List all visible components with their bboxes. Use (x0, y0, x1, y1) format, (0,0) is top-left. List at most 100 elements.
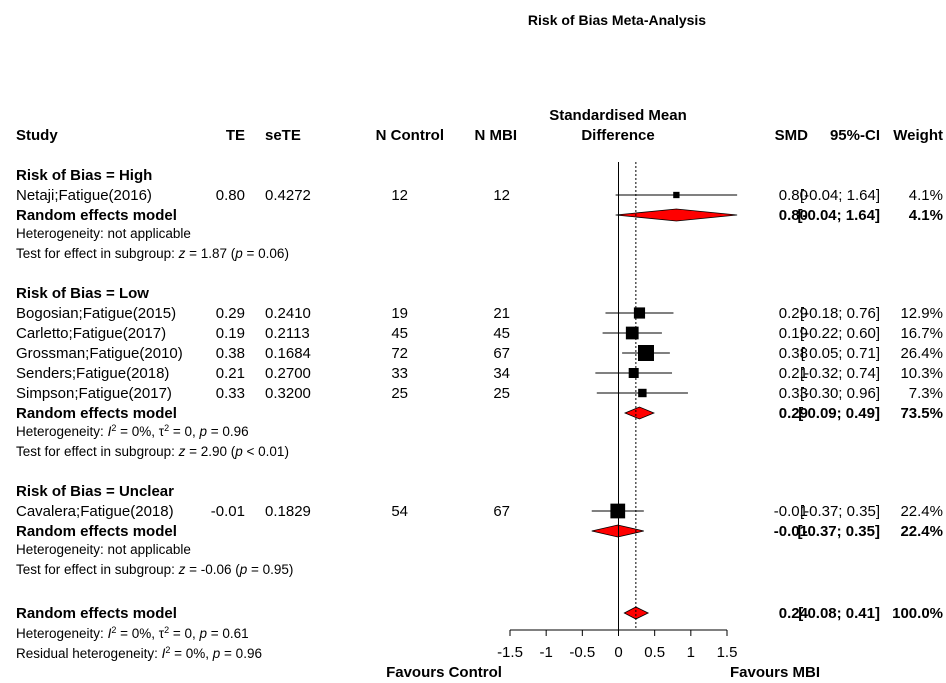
residual-heterogeneity-text: Residual heterogeneity: I2 = 0%, p = 0.9… (16, 645, 262, 661)
study-n-mbi: 25 (493, 385, 510, 402)
subgroup-test-text: Test for effect in subgroup: z = 1.87 (p… (16, 246, 289, 261)
header-sete: seTE (265, 127, 301, 144)
pooled-diamond (615, 208, 738, 222)
study-weight: 16.7% (900, 325, 943, 342)
study-n-mbi: 67 (493, 503, 510, 520)
study-square (633, 307, 646, 319)
x-tick-label: 1 (687, 644, 695, 661)
study-smd: 0.33 (779, 385, 808, 402)
overall-smd: 0.24 (779, 605, 809, 622)
study-smd: -0.01 (774, 503, 808, 520)
header-smd: SMD (775, 127, 809, 144)
study-n-control: 19 (391, 305, 408, 322)
pooled-label: Random effects model (16, 405, 177, 422)
study-smd: 0.19 (779, 325, 808, 342)
study-smd: 0.29 (779, 305, 808, 322)
header-study: Study (16, 127, 58, 144)
study-name: Netaji;Fatigue(2016) (16, 187, 152, 204)
study-sete: 0.3200 (265, 385, 311, 402)
study-n-control: 33 (391, 365, 408, 382)
pooled-ci: [ 0.09; 0.49] (798, 405, 880, 422)
study-square (625, 326, 639, 340)
heterogeneity-text: Heterogeneity: I2 = 0%, τ2 = 0, p = 0.96 (16, 423, 249, 439)
x-tick-label: -1 (539, 644, 552, 661)
pooled-diamond (591, 524, 644, 538)
header-n-mbi: N MBI (475, 127, 518, 144)
study-square (628, 368, 639, 378)
study-square (673, 191, 680, 199)
study-n-mbi: 45 (493, 325, 510, 342)
study-ci: [-0.04; 1.64] (800, 187, 880, 204)
study-square (638, 388, 647, 398)
study-sete: 0.2113 (265, 325, 310, 342)
pooled-ci: [-0.37; 0.35] (797, 523, 880, 540)
study-n-control: 25 (391, 385, 408, 402)
study-weight: 4.1% (909, 187, 943, 204)
study-weight: 26.4% (900, 345, 943, 362)
study-sete: 0.2700 (265, 365, 311, 382)
study-smd: 0.80 (779, 187, 808, 204)
overall-diamond (623, 606, 650, 620)
x-tick-label: 1.5 (717, 644, 738, 661)
study-n-mbi: 34 (493, 365, 510, 382)
study-sete: 0.4272 (265, 187, 311, 204)
study-weight: 7.3% (909, 385, 943, 402)
x-tick-label: 0.5 (644, 644, 665, 661)
study-te: 0.33 (216, 385, 245, 402)
pooled-weight: 22.4% (900, 523, 943, 540)
study-te: 0.21 (216, 365, 245, 382)
study-ci: [-0.22; 0.60] (800, 325, 880, 342)
subgroup-label: Risk of Bias = Unclear (16, 483, 174, 500)
overall-heterogeneity-text: Heterogeneity: I2 = 0%, τ2 = 0, p = 0.61 (16, 625, 249, 641)
study-n-control: 72 (391, 345, 408, 362)
study-n-control: 45 (391, 325, 408, 342)
pooled-weight: 4.1% (909, 207, 943, 224)
subgroup-test-text: Test for effect in subgroup: z = 2.90 (p… (16, 444, 289, 459)
favours-mbi-label: Favours MBI (730, 664, 820, 681)
subgroup-label: Risk of Bias = High (16, 167, 152, 184)
study-square (637, 345, 654, 361)
study-te: 0.19 (216, 325, 245, 342)
study-name: Simpson;Fatigue(2017) (16, 385, 172, 402)
study-weight: 10.3% (900, 365, 943, 382)
study-te: 0.29 (216, 305, 245, 322)
study-name: Bogosian;Fatigue(2015) (16, 305, 176, 322)
x-tick-label: -1.5 (497, 644, 523, 661)
pooled-smd: 0.29 (779, 405, 808, 422)
study-n-control: 54 (391, 503, 408, 520)
header-plot-line1: Standardised Mean (549, 107, 687, 124)
pooled-smd: 0.80 (779, 207, 808, 224)
favours-control-label: Favours Control (386, 664, 502, 681)
header-ci: 95%-CI (830, 127, 880, 144)
header-plot-line2: Difference (581, 127, 654, 144)
x-tick-label: 0 (614, 644, 622, 661)
subgroup-test-text: Test for effect in subgroup: z = -0.06 (… (16, 562, 293, 577)
study-sete: 0.2410 (265, 305, 311, 322)
subgroup-label: Risk of Bias = Low (16, 285, 149, 302)
overall-ci: [ 0.08; 0.41] (798, 605, 880, 622)
study-n-control: 12 (391, 187, 408, 204)
study-name: Cavalera;Fatigue(2018) (16, 503, 174, 520)
study-n-mbi: 12 (493, 187, 510, 204)
study-sete: 0.1829 (265, 503, 311, 520)
study-smd: 0.21 (779, 365, 808, 382)
header-te: TE (226, 127, 245, 144)
study-smd: 0.38 (779, 345, 808, 362)
overall-weight: 100.0% (892, 605, 943, 622)
study-name: Grossman;Fatigue(2010) (16, 345, 183, 362)
study-name: Carletto;Fatigue(2017) (16, 325, 166, 342)
chart-title: Risk of Bias Meta-Analysis (528, 12, 706, 28)
study-te: -0.01 (211, 503, 245, 520)
pooled-diamond (623, 406, 655, 420)
pooled-ci: [-0.04; 1.64] (797, 207, 880, 224)
study-square (610, 503, 626, 519)
study-sete: 0.1684 (265, 345, 311, 362)
study-te: 0.38 (216, 345, 245, 362)
header-weight: Weight (893, 127, 943, 144)
heterogeneity-text: Heterogeneity: not applicable (16, 226, 191, 241)
study-ci: [-0.37; 0.35] (800, 503, 880, 520)
study-weight: 12.9% (900, 305, 943, 322)
x-tick-label: -0.5 (569, 644, 595, 661)
pooled-smd: -0.01 (774, 523, 808, 540)
study-n-mbi: 21 (493, 305, 510, 322)
